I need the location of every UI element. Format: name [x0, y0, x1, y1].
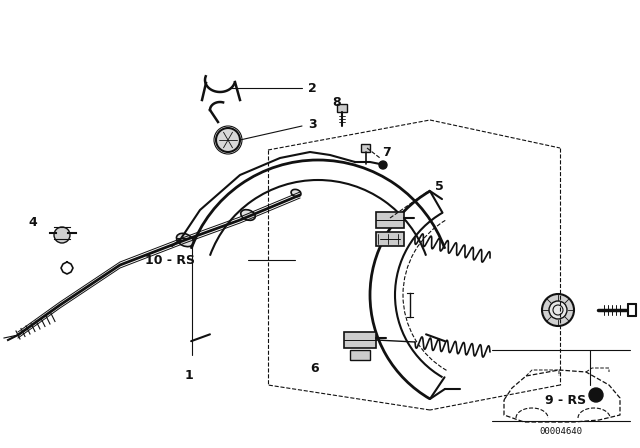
FancyBboxPatch shape	[376, 232, 404, 246]
Circle shape	[589, 388, 603, 402]
FancyBboxPatch shape	[344, 332, 376, 348]
Text: 1: 1	[185, 369, 194, 382]
Text: 9 - RS: 9 - RS	[545, 393, 586, 406]
Text: 2: 2	[308, 82, 317, 95]
Ellipse shape	[177, 233, 193, 247]
Ellipse shape	[241, 210, 255, 220]
Text: 3: 3	[308, 117, 317, 130]
Circle shape	[54, 227, 70, 243]
FancyBboxPatch shape	[361, 144, 370, 152]
Circle shape	[549, 301, 567, 319]
Circle shape	[379, 161, 387, 169]
Circle shape	[542, 294, 574, 326]
FancyBboxPatch shape	[350, 350, 370, 360]
Text: 00004640: 00004640	[540, 426, 582, 435]
Text: 6: 6	[310, 362, 319, 375]
FancyBboxPatch shape	[337, 104, 347, 112]
Text: 10 - RS: 10 - RS	[145, 254, 195, 267]
Text: 4: 4	[28, 215, 36, 228]
Text: 8: 8	[332, 95, 340, 108]
Circle shape	[216, 128, 240, 152]
Text: 7: 7	[382, 146, 391, 159]
Ellipse shape	[291, 190, 301, 197]
Text: 5: 5	[435, 180, 444, 193]
FancyBboxPatch shape	[376, 212, 404, 228]
